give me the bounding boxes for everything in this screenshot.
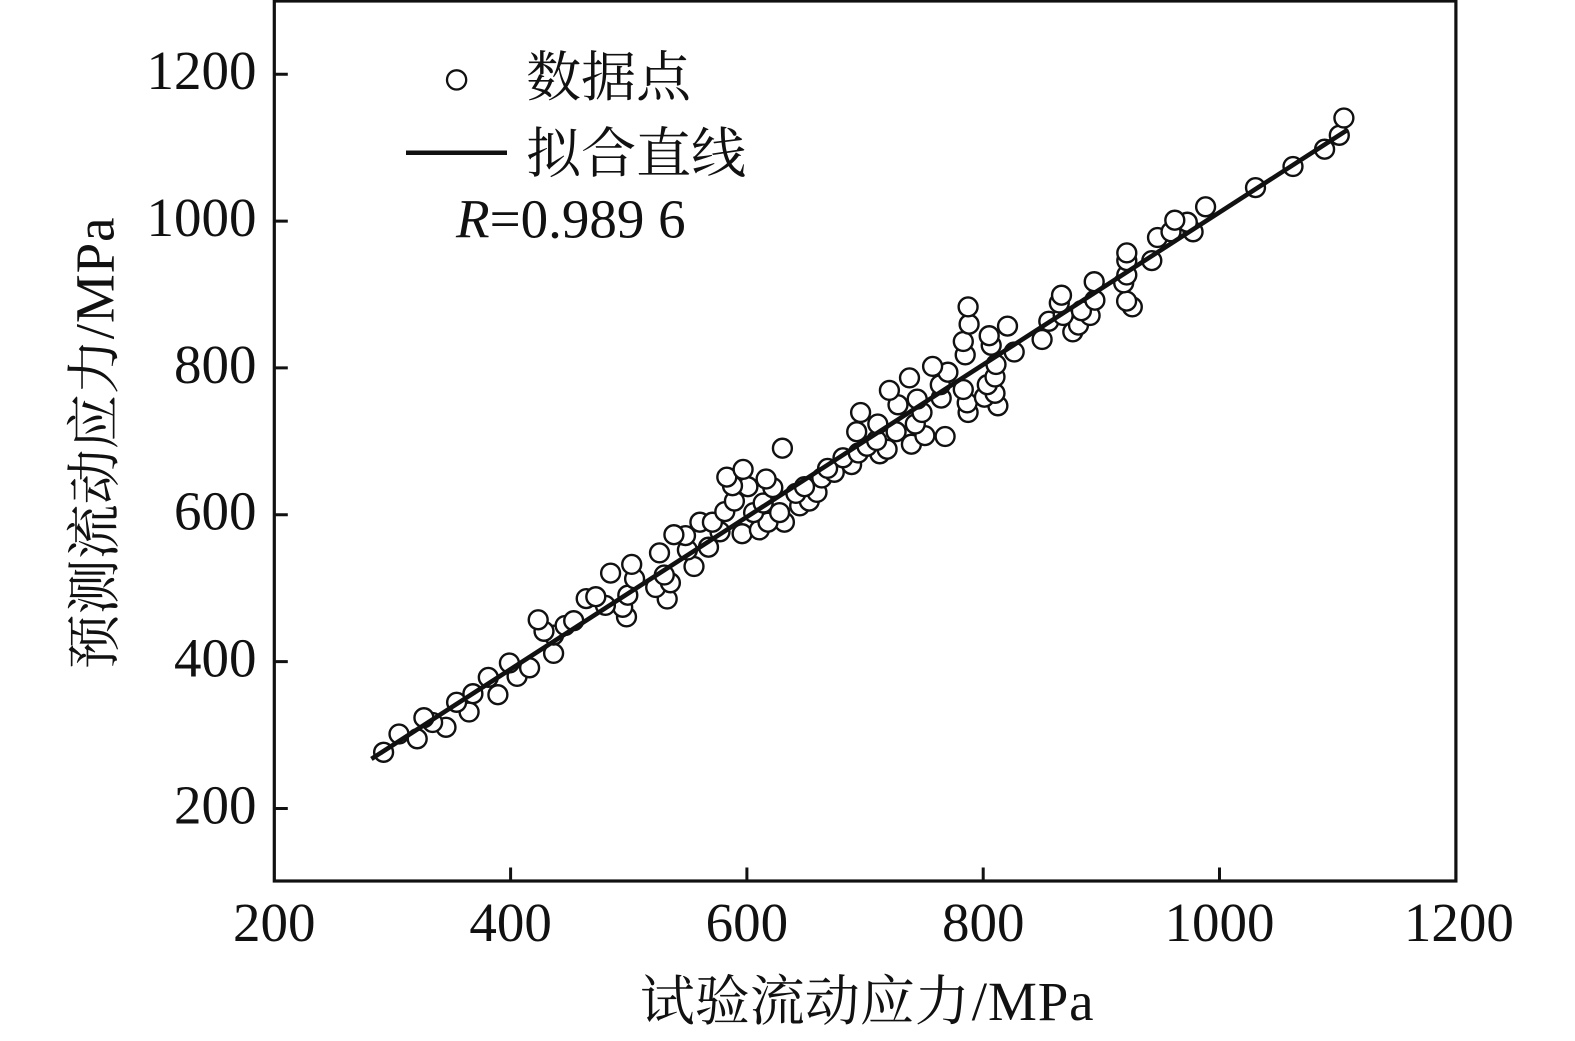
svg-text:1000: 1000: [1165, 892, 1275, 953]
svg-text:200: 200: [174, 774, 257, 835]
svg-text:400: 400: [174, 628, 257, 689]
svg-text:1200: 1200: [1404, 892, 1514, 953]
svg-text:600: 600: [174, 481, 257, 542]
svg-text:R=0.989 6: R=0.989 6: [455, 189, 686, 250]
svg-text:1000: 1000: [147, 187, 257, 248]
svg-text:/MPa: /MPa: [972, 971, 1094, 1032]
svg-text:600: 600: [706, 892, 789, 953]
svg-text:800: 800: [174, 334, 257, 395]
svg-text:200: 200: [233, 892, 316, 953]
svg-text:/MPa: /MPa: [64, 218, 125, 340]
svg-text:400: 400: [469, 892, 552, 953]
svg-text:800: 800: [942, 892, 1025, 953]
svg-text:1200: 1200: [147, 40, 257, 101]
